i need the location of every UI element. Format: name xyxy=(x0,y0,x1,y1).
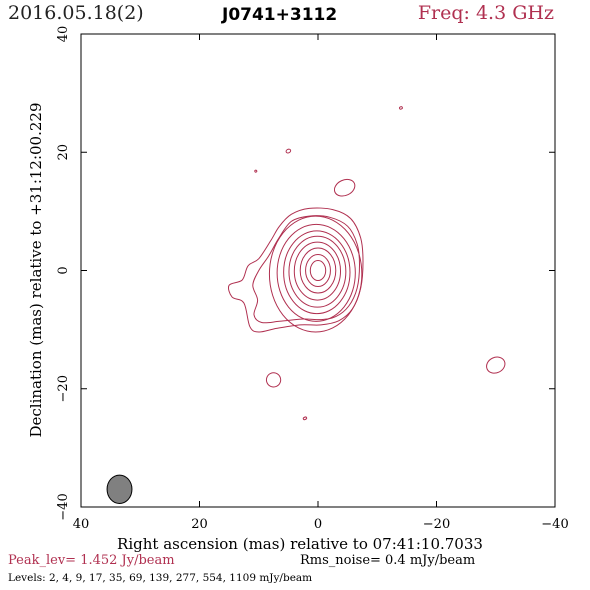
x-axis-label: Right ascension (mas) relative to 07:41:… xyxy=(117,535,483,553)
y-tick-labels: −40 −20 0 20 40 xyxy=(56,26,71,521)
x-tick-label-0: 40 xyxy=(73,517,90,532)
x-tick-label-1: 20 xyxy=(191,517,208,532)
beam-ellipse xyxy=(106,474,133,504)
contour-levels: Levels: 2, 4, 9, 17, 35, 69, 139, 277, 5… xyxy=(8,572,313,584)
core-contour-2 xyxy=(283,230,351,315)
rms-noise: Rms_noise= 0.4 mJy/beam xyxy=(300,553,476,568)
core-contour-1 xyxy=(276,223,356,322)
frequency-label: Freq: 4.3 GHz xyxy=(417,2,554,24)
core-contour-3 xyxy=(288,235,347,308)
x-tick-label-4: −40 xyxy=(541,517,568,532)
core-contour-0 xyxy=(268,215,363,333)
source-name: J0741+3112 xyxy=(222,5,338,25)
x-tick-label-3: −20 xyxy=(423,517,450,532)
island-contour-1 xyxy=(333,178,356,197)
contour-lines xyxy=(228,106,506,421)
core-contour-5 xyxy=(299,247,337,294)
core-contour-7 xyxy=(309,259,327,282)
y-tick-label-2: 0 xyxy=(56,266,71,274)
island-contour-6 xyxy=(486,356,506,374)
island-contour-4 xyxy=(265,372,282,388)
island-contour-2 xyxy=(399,106,403,110)
peak-level: Peak_lev= 1.452 Jy/beam xyxy=(8,553,175,568)
observation-date: 2016.05.18(2) xyxy=(8,2,144,24)
island-contour-3 xyxy=(254,169,258,173)
beam-shape xyxy=(106,474,133,504)
outer-contour-1 xyxy=(252,215,361,324)
island-contour-0 xyxy=(285,148,292,154)
y-tick-label-4: 40 xyxy=(56,26,71,43)
x-tick-labels: 40 20 0 −20 −40 xyxy=(73,517,569,532)
y-axis-label: Declination (mas) relative to +31:12:00.… xyxy=(27,102,45,437)
x-tick-label-2: 0 xyxy=(314,517,322,532)
core-contour-6 xyxy=(305,254,331,287)
island-contour-5 xyxy=(302,416,308,421)
y-tick-label-0: −40 xyxy=(56,493,71,520)
core-contour-4 xyxy=(293,241,342,301)
axis-ticks xyxy=(80,33,556,508)
y-tick-label-1: −20 xyxy=(56,375,71,402)
y-tick-label-3: 20 xyxy=(56,144,71,161)
outer-contour-0 xyxy=(228,207,364,333)
plot-frame xyxy=(80,33,556,508)
